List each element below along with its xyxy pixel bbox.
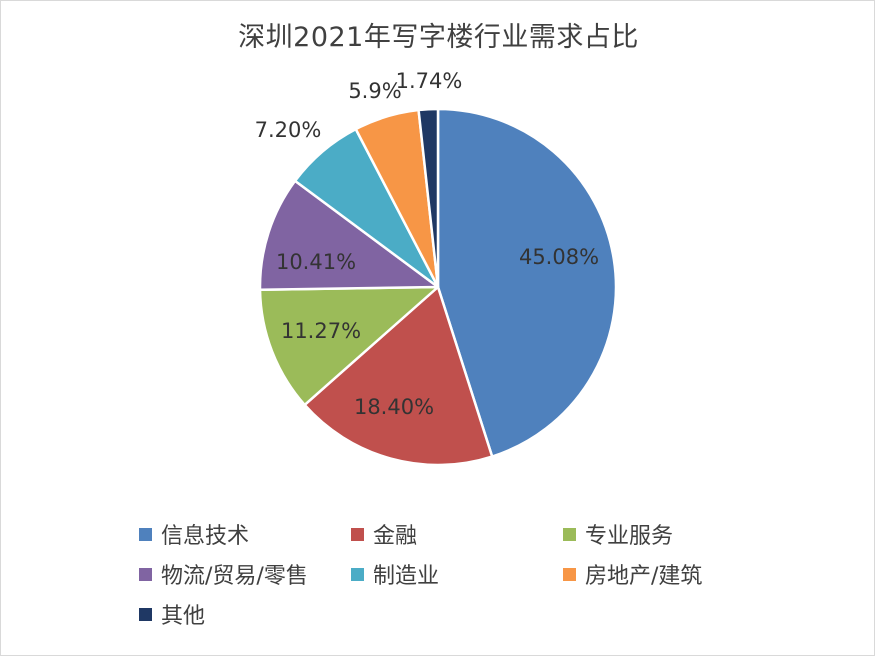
data-label-7: 1.74% <box>396 69 463 93</box>
data-label-1: 45.08% <box>519 245 599 269</box>
chart-title: 深圳2021年写字楼行业需求占比 <box>238 22 639 53</box>
data-label-4: 10.41% <box>276 250 356 274</box>
pie-slice-4 <box>258 179 440 292</box>
legend-swatch <box>139 607 152 621</box>
data-label-2: 18.40% <box>354 395 434 419</box>
legend-item-5: 制造业 <box>351 557 563 591</box>
legend-item-2: 金融 <box>351 517 563 551</box>
legend-swatch <box>563 527 576 541</box>
legend-label: 其他 <box>161 604 206 629</box>
legend-label: 专业服务 <box>585 524 674 549</box>
legend-swatch <box>563 567 576 581</box>
legend: 信息技术 金融 专业服务物流/贸易/零售 制造业 房地产/建筑其他 <box>139 517 839 631</box>
legend-label: 房地产/建筑 <box>585 564 703 589</box>
legend-item-3: 专业服务 <box>563 517 775 551</box>
legend-swatch <box>351 567 364 581</box>
legend-label: 金融 <box>373 524 418 549</box>
pie-slice-1 <box>436 107 618 458</box>
data-label-5: 7.20% <box>255 118 322 142</box>
legend-swatch <box>139 527 152 541</box>
legend-item-7: 其他 <box>139 597 351 631</box>
legend-item-6: 房地产/建筑 <box>563 557 775 591</box>
pie-slice-3 <box>258 285 440 407</box>
pie-slice-7 <box>417 107 440 289</box>
legend-swatch <box>351 527 364 541</box>
legend-label: 信息技术 <box>161 524 250 549</box>
data-label-6: 5.9% <box>348 79 401 103</box>
legend-item-4: 物流/贸易/零售 <box>139 557 351 591</box>
pie-slice-2 <box>303 285 494 467</box>
legend-item-1: 信息技术 <box>139 517 351 551</box>
legend-label: 物流/贸易/零售 <box>161 564 308 589</box>
legend-label: 制造业 <box>373 564 440 589</box>
legend-swatch <box>139 567 152 581</box>
data-label-3: 11.27% <box>281 319 361 343</box>
